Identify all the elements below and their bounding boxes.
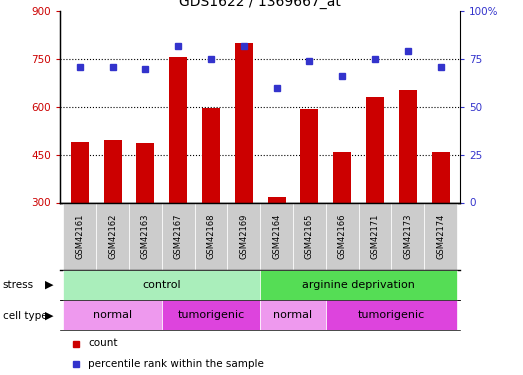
Title: GDS1622 / 1369667_at: GDS1622 / 1369667_at — [179, 0, 341, 9]
Text: stress: stress — [3, 280, 34, 290]
Bar — [260, 270, 457, 300]
Text: GSM42161: GSM42161 — [75, 214, 84, 259]
Bar — [96, 202, 129, 270]
Bar — [260, 300, 326, 330]
Bar — [235, 43, 253, 203]
Bar — [63, 300, 162, 330]
Text: tumorigenic: tumorigenic — [358, 310, 425, 320]
Bar — [162, 300, 260, 330]
Text: arginine deprivation: arginine deprivation — [302, 280, 415, 290]
Bar — [391, 202, 424, 270]
Text: GSM42174: GSM42174 — [436, 214, 445, 259]
Bar — [359, 202, 391, 270]
Bar — [399, 90, 417, 202]
Bar — [228, 202, 260, 270]
Text: GSM42169: GSM42169 — [240, 214, 248, 259]
Text: count: count — [88, 339, 118, 348]
Bar — [326, 300, 457, 330]
Bar — [366, 98, 384, 202]
Text: control: control — [142, 280, 181, 290]
Text: GSM42168: GSM42168 — [207, 213, 215, 259]
Bar — [202, 108, 220, 202]
Bar — [137, 143, 154, 202]
Bar — [333, 152, 351, 202]
Bar — [424, 202, 457, 270]
Text: GSM42166: GSM42166 — [338, 213, 347, 259]
Bar — [268, 197, 286, 202]
Text: ▶: ▶ — [45, 280, 53, 290]
Text: GSM42165: GSM42165 — [305, 214, 314, 259]
Bar — [326, 202, 359, 270]
Text: GSM42162: GSM42162 — [108, 214, 117, 259]
Text: normal: normal — [274, 310, 313, 320]
Bar — [71, 142, 89, 202]
Text: percentile rank within the sample: percentile rank within the sample — [88, 359, 264, 369]
Bar — [63, 270, 260, 300]
Text: ▶: ▶ — [45, 311, 53, 321]
Bar — [162, 202, 195, 270]
Bar — [129, 202, 162, 270]
Text: GSM42167: GSM42167 — [174, 213, 183, 259]
Bar — [104, 140, 122, 202]
Bar — [260, 202, 293, 270]
Text: normal: normal — [93, 310, 132, 320]
Bar — [195, 202, 228, 270]
Text: GSM42171: GSM42171 — [370, 214, 380, 259]
Bar — [293, 202, 326, 270]
Bar — [431, 152, 450, 202]
Text: GSM42173: GSM42173 — [403, 213, 412, 259]
Bar — [300, 110, 319, 202]
Text: GSM42163: GSM42163 — [141, 213, 150, 259]
Text: tumorigenic: tumorigenic — [177, 310, 245, 320]
Bar — [169, 57, 187, 202]
Text: cell type: cell type — [3, 311, 47, 321]
Bar — [63, 202, 96, 270]
Text: GSM42164: GSM42164 — [272, 214, 281, 259]
